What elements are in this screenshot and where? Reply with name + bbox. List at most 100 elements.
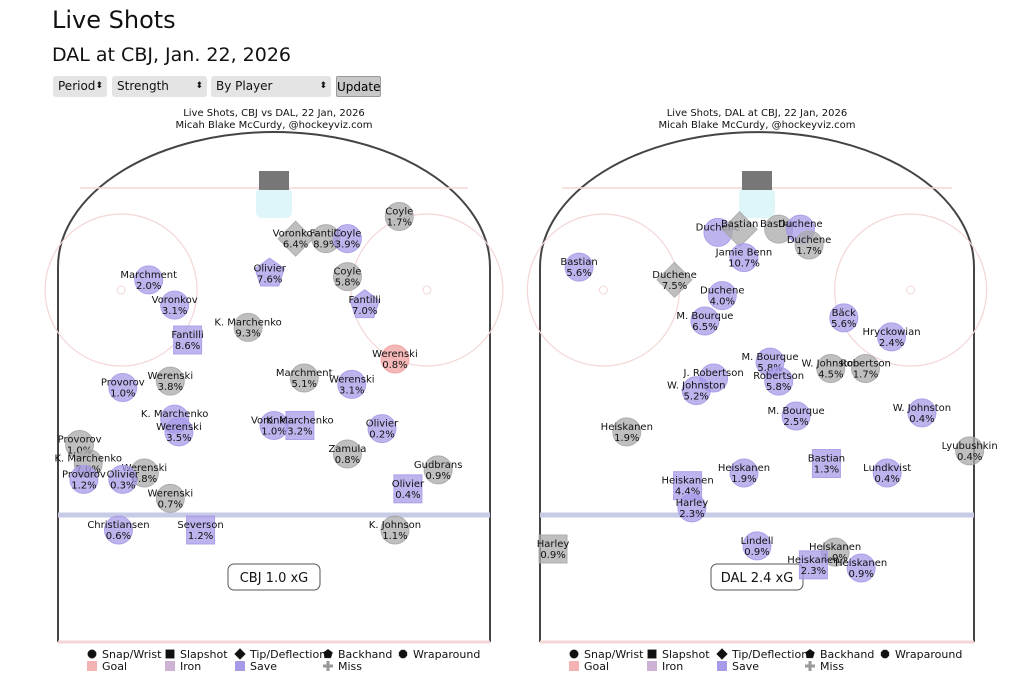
shot-player-label: Duchene — [787, 235, 832, 246]
shot-player-label: Robertson — [753, 371, 804, 382]
shot-xg-label: 9.3% — [235, 328, 260, 339]
shot-marker — [367, 414, 397, 444]
strength-select[interactable]: Strength ⬍ — [112, 76, 207, 97]
shot-marker — [277, 220, 314, 257]
shot-xg-label: 3.5% — [166, 433, 191, 444]
mode-select[interactable]: By Player ⬍ — [211, 76, 331, 97]
shot-player-label: K. Marchenko — [214, 317, 281, 328]
page-title: Live Shots — [52, 6, 176, 34]
shot-player-label: Provorov — [58, 435, 102, 446]
shot-xg-label: 5.1% — [292, 379, 317, 390]
shot-xg-label: 5.8% — [335, 278, 360, 289]
shot-player-label: Harley — [676, 498, 709, 509]
shot-xg-label: 1.2% — [188, 531, 213, 542]
legend-result-label: Save — [732, 660, 759, 673]
shot-xg-label: 5.6% — [566, 268, 591, 279]
shot-marker — [173, 325, 203, 355]
shot-player-label: Heiskanen — [835, 558, 887, 569]
pentagon-icon — [323, 648, 333, 659]
shot-xg-label: 1.9% — [614, 433, 639, 444]
purple-square-icon — [647, 661, 657, 671]
legend-shape-label: Snap/Wrist — [102, 648, 162, 661]
shot-marker — [423, 455, 453, 485]
shot-marker — [108, 373, 138, 402]
xg-box — [227, 563, 321, 591]
shot-xg-label: 1.9% — [731, 474, 756, 485]
shot-xg-label: 5.8% — [766, 382, 791, 393]
shot-xg-label: 8.9% — [313, 240, 338, 251]
chart-credit: Micah Blake McCurdy, @hockeyviz.com — [658, 120, 855, 131]
legend-shape-label: Wraparound — [895, 648, 962, 661]
circle-icon — [87, 649, 97, 659]
shot-player-label: Coyle — [333, 267, 361, 278]
goal-net — [742, 171, 772, 190]
shot-marker — [108, 464, 138, 494]
strength-select-value: Strength — [117, 79, 169, 93]
shot-xg-label: 2.3% — [679, 509, 704, 520]
shot-point: Duchene — [696, 217, 741, 247]
shot-marker — [877, 322, 907, 352]
shot-xg-label: 0.9% — [540, 550, 565, 561]
shot-marker — [829, 303, 859, 333]
period-select[interactable]: Period ⬍ — [53, 76, 107, 97]
shot-marker — [538, 534, 568, 564]
shot-player-label: Olivier — [366, 419, 399, 430]
shot-xg-label: 0.9% — [425, 471, 450, 482]
shot-xg-label: 3.9% — [335, 240, 360, 251]
shot-marker — [337, 369, 367, 399]
shot-xg-label: 3.1% — [162, 306, 187, 317]
shot-marker — [103, 515, 133, 545]
circle-icon — [569, 649, 579, 659]
shot-player-label: K. Marchenko — [55, 454, 122, 465]
shot-marker — [907, 398, 937, 428]
shot-marker — [69, 464, 99, 494]
shot-xg-label: 6.5% — [692, 322, 717, 333]
square-icon — [647, 649, 657, 659]
shot-player-label: W. Johnston — [667, 381, 725, 392]
shot-xg-label: 0.8% — [335, 455, 360, 466]
shot-marker — [233, 312, 263, 342]
shot-xg-label: 1.7% — [387, 218, 412, 229]
shot-player-label: Gudbrans — [414, 460, 463, 471]
shot-player-label: Duchene — [696, 222, 741, 233]
shot-marker — [254, 257, 285, 287]
shot-player-label: Coyle — [333, 229, 361, 240]
shot-xg-label: 7.6% — [257, 275, 282, 286]
shot-xg-label: 1.7% — [853, 370, 878, 381]
shot-marker — [707, 281, 737, 311]
shot-xg-label: 7.5% — [662, 281, 687, 292]
legend-result-label: Save — [250, 660, 277, 673]
grey-plus-icon — [323, 661, 333, 671]
shot-player-label: Hryckowian — [863, 327, 921, 338]
grey-plus-icon — [805, 661, 815, 671]
updown-icon: ⬍ — [195, 81, 203, 91]
shot-marker — [612, 417, 642, 447]
faceoff-dot — [906, 285, 916, 295]
shot-marker — [160, 290, 190, 320]
shot-xg-label: 3.1% — [339, 385, 364, 396]
shot-player-label: Marchment — [120, 270, 177, 281]
faceoff-dot — [422, 285, 432, 295]
shot-xg-label: 0.4% — [395, 490, 420, 501]
shot-marker — [349, 289, 380, 319]
update-button[interactable]: Update — [336, 76, 381, 97]
